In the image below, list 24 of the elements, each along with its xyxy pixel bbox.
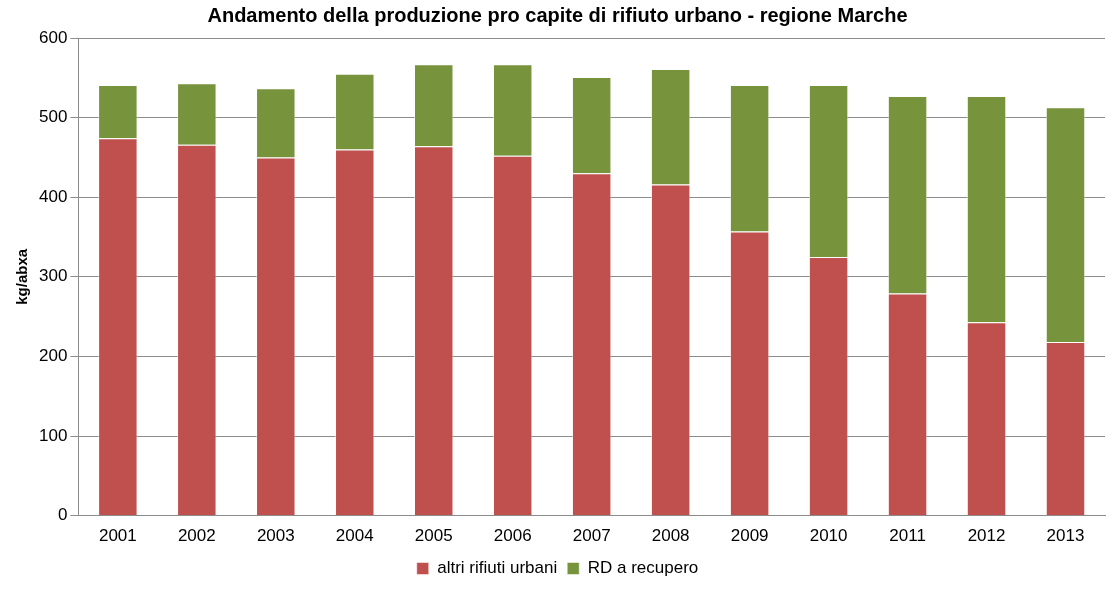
y-tick-label: 500: [38, 107, 68, 127]
x-tick-label: 2004: [335, 526, 374, 546]
y-axis-title: kg/abxa: [13, 248, 31, 305]
x-tick-label: 2006: [493, 526, 532, 546]
x-tick-label: 2008: [651, 526, 690, 546]
x-tick-label: 2013: [1046, 526, 1085, 546]
y-tick-label: 400: [38, 186, 68, 206]
legend-label: altri rifiuti urbani: [437, 558, 558, 578]
x-tick-label: 2009: [730, 526, 769, 546]
x-tick-label: 2012: [967, 526, 1006, 546]
chart-title: Andamento della produzione pro capite di rifiuto urbano - regione Marche: [207, 3, 908, 26]
y-tick-label: 300: [38, 266, 68, 286]
y-tick-label: 200: [38, 346, 68, 366]
x-tick-label: 2002: [177, 526, 216, 546]
legend-label: RD a recupero: [587, 558, 699, 578]
y-tick-label: 600: [38, 27, 68, 47]
y-tick-label: 100: [38, 425, 68, 445]
x-tick-label: 2001: [98, 526, 137, 546]
y-tick-label: 0: [57, 505, 68, 525]
x-tick-label: 2011: [889, 526, 926, 546]
x-tick-label: 2010: [809, 526, 848, 546]
x-tick-label: 2005: [414, 526, 453, 546]
x-tick-label: 2003: [256, 526, 295, 546]
x-tick-label: 2007: [572, 526, 611, 546]
